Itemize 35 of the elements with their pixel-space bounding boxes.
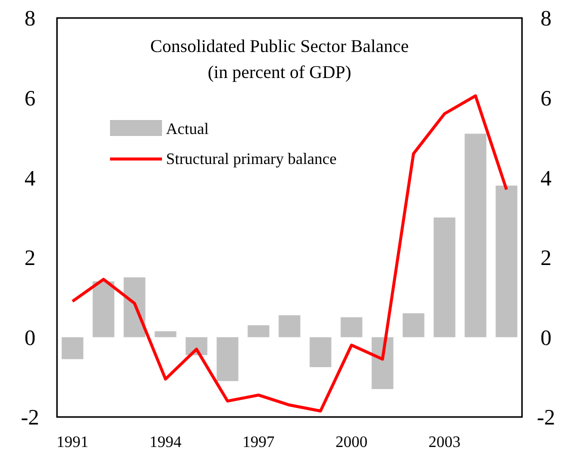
bar	[278, 315, 300, 338]
y2-tick-label: 8	[540, 6, 552, 31]
y2-tick-label: -2	[536, 404, 556, 430]
y-tick-label: 6	[24, 86, 36, 110]
bar	[216, 337, 238, 382]
y-tick-label: 4	[24, 165, 36, 190]
y2-tick-label: 6	[540, 86, 552, 110]
y2-tick-label: 4	[540, 165, 552, 190]
legend-label: Actual	[166, 121, 210, 138]
text: (in percent of GDP)	[208, 62, 352, 82]
y-tick-label: 2	[24, 245, 36, 270]
text: Consolidated Public Sector Balance	[150, 36, 409, 56]
x-tick-label: 1994	[150, 434, 182, 451]
bar	[154, 331, 176, 338]
bar	[464, 134, 486, 338]
x-tick-label: 2000	[336, 434, 368, 451]
x-tick-label: 1997	[242, 434, 274, 451]
y-tick-label: 8	[24, 6, 36, 31]
y-tick-label: 0	[24, 324, 36, 350]
bar	[496, 186, 518, 338]
x-tick-label: 1991	[56, 434, 88, 451]
bar	[434, 218, 456, 338]
bar	[402, 313, 424, 338]
y-tick-label: -2	[20, 404, 40, 430]
bar	[372, 337, 394, 390]
bar	[92, 281, 114, 338]
y2-tick-label: 0	[540, 324, 552, 350]
bar	[340, 317, 362, 338]
bar	[62, 337, 84, 360]
bar	[310, 337, 332, 368]
legend-label: Structural primary balance	[166, 151, 337, 168]
x-tick-label: 2003	[428, 434, 460, 451]
line-series	[71, 94, 508, 413]
bar	[248, 325, 270, 338]
y2-tick-label: 2	[540, 245, 552, 270]
